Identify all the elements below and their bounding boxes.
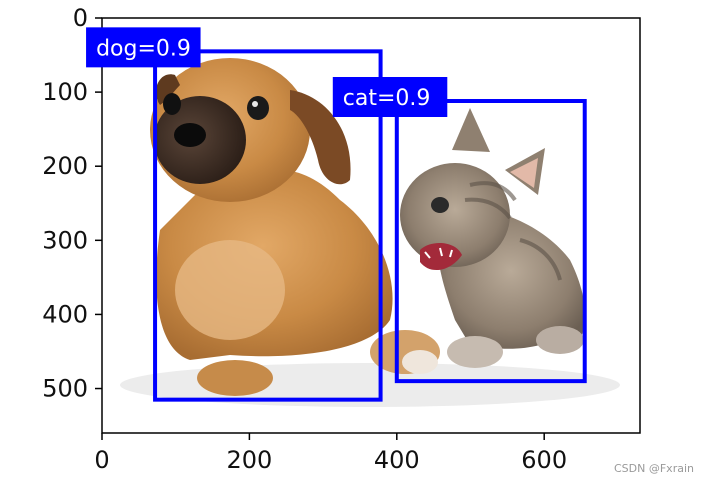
box-label-bg	[332, 77, 448, 117]
y-tick-label: 300	[42, 226, 88, 254]
x-tick-label: 600	[521, 446, 567, 474]
y-tick-label: 400	[42, 300, 88, 328]
y-tick-label: 200	[42, 152, 88, 180]
x-axis: 0 200 400 600	[94, 433, 567, 474]
box-label-bg	[86, 27, 201, 68]
bounding-box	[394, 99, 587, 384]
box-label: cat=0.9	[343, 86, 431, 111]
y-tick-label: 0	[73, 4, 88, 32]
x-tick-label: 0	[94, 446, 109, 474]
x-tick-label: 400	[374, 446, 420, 474]
bounding-boxes: dog=0.9 cat=0.9	[86, 27, 587, 402]
y-tick-label: 500	[42, 375, 88, 403]
box-label: dog=0.9	[96, 36, 191, 61]
bounding-box	[153, 49, 383, 402]
y-axis: 0 100 200 300 400 500	[42, 4, 102, 403]
watermark: CSDN @Fxrain	[614, 462, 694, 475]
x-tick-label: 200	[226, 446, 272, 474]
photo	[120, 58, 620, 407]
y-tick-label: 100	[42, 78, 88, 106]
